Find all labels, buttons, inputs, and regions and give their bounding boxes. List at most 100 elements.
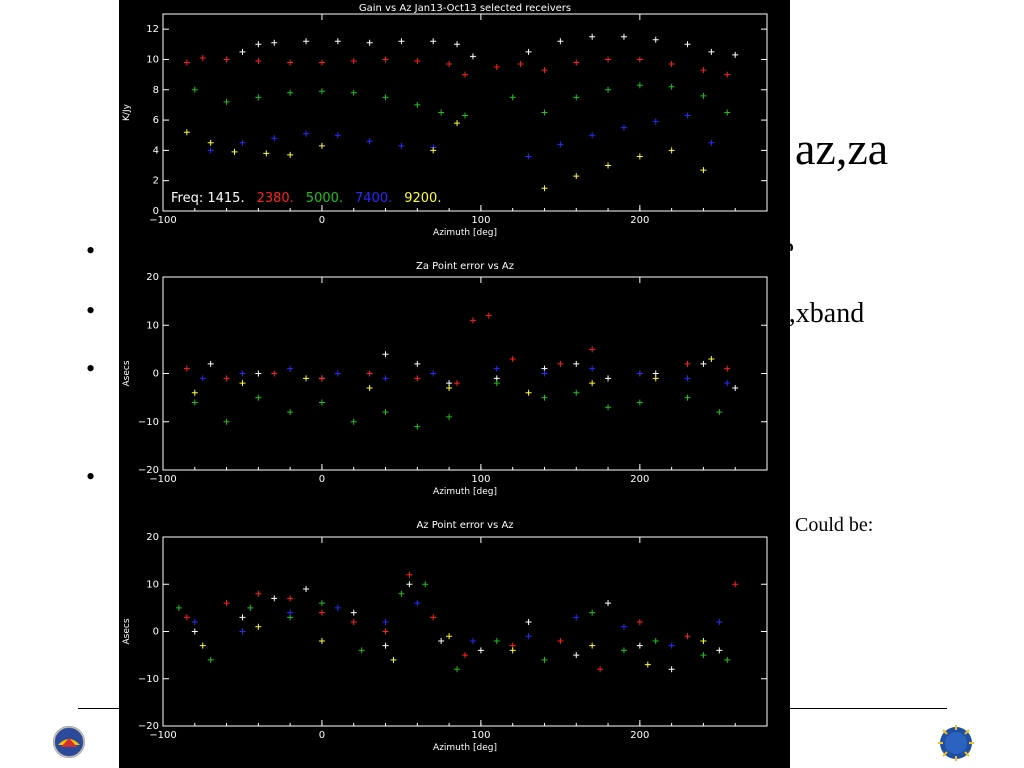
data-point: [350, 418, 357, 425]
y-tick-label: 0: [153, 206, 159, 217]
x-tick-label: 200: [630, 474, 649, 485]
data-point: [207, 139, 214, 146]
x-axis-label: Azimuth [deg]: [433, 743, 497, 753]
data-point: [318, 142, 325, 149]
chart-panel-2: Za Point error vs Az−100 0 100 200−20−10010…: [122, 261, 768, 497]
data-point: [207, 360, 214, 367]
data-point: [684, 41, 691, 48]
data-point: [303, 38, 310, 45]
y-tick-label: 4: [153, 145, 159, 156]
data-point: [493, 637, 500, 644]
data-point: [589, 33, 596, 40]
data-point: [414, 375, 421, 382]
data-point: [438, 637, 445, 644]
data-point: [724, 109, 731, 116]
data-point: [668, 147, 675, 154]
data-point: [382, 351, 389, 358]
x-axis-label: Azimuth [deg]: [433, 487, 497, 497]
data-point: [652, 118, 659, 125]
data-point: [668, 61, 675, 68]
data-point: [191, 389, 198, 396]
data-point: [318, 375, 325, 382]
data-point: [636, 370, 643, 377]
y-tick-label: 20: [146, 272, 159, 283]
x-tick-label: 200: [630, 730, 649, 741]
data-point: [525, 619, 532, 626]
data-point: [271, 595, 278, 602]
data-point: [414, 360, 421, 367]
data-point: [716, 409, 723, 416]
data-point: [318, 88, 325, 95]
data-point: [605, 600, 612, 607]
data-point: [684, 360, 691, 367]
data-point: [223, 56, 230, 63]
data-point: [557, 38, 564, 45]
data-point: [668, 666, 675, 673]
data-point: [382, 94, 389, 101]
data-point: [239, 614, 246, 621]
data-point: [334, 132, 341, 139]
data-point: [509, 94, 516, 101]
data-point: [605, 162, 612, 169]
data-point: [732, 581, 739, 588]
chart-panel-1: Gain vs Az Jan13-Oct13 selected receiver…: [122, 3, 768, 238]
data-point: [589, 609, 596, 616]
y-axis-label: Asecs: [122, 360, 132, 386]
data-point: [271, 370, 278, 377]
y-tick-label: −10: [138, 417, 159, 428]
y-tick-label: −20: [138, 721, 159, 732]
x-tick-label: 100: [471, 215, 490, 226]
x-tick-label: 100: [471, 474, 490, 485]
data-point: [477, 647, 484, 654]
legend: Freq: 1415. 2380. 5000. 7400. 9200.: [171, 191, 441, 206]
data-point: [485, 312, 492, 319]
data-point: [644, 661, 651, 668]
y-tick-label: 0: [153, 369, 159, 380]
bullet-dot-icon: •: [86, 462, 96, 491]
data-point: [207, 656, 214, 663]
data-point: [255, 41, 262, 48]
legend-prefix: Freq:: [171, 191, 207, 206]
data-point: [573, 389, 580, 396]
data-point: [700, 637, 707, 644]
data-point: [462, 652, 468, 659]
y-axis-label: Asecs: [122, 618, 132, 644]
data-point: [700, 652, 707, 659]
data-point: [708, 139, 715, 146]
data-point: [303, 375, 310, 382]
data-point: [398, 590, 405, 597]
y-tick-label: 2: [153, 176, 159, 187]
plot-frame: [162, 276, 768, 471]
data-point: [255, 57, 262, 64]
data-point: [652, 637, 659, 644]
data-point: [589, 132, 596, 139]
data-point: [287, 609, 294, 616]
data-point: [223, 375, 230, 382]
x-axis-label: Azimuth [deg]: [433, 228, 497, 238]
data-point: [573, 173, 580, 180]
data-point: [350, 89, 357, 96]
data-point: [636, 153, 643, 160]
data-point: [684, 633, 691, 640]
data-point: [724, 365, 731, 372]
data-point: [303, 130, 310, 137]
data-point: [318, 609, 325, 616]
data-point: [430, 38, 437, 45]
data-point: [191, 86, 198, 93]
arecibo-logo-icon: [52, 725, 86, 764]
data-point: [469, 53, 476, 60]
x-tick-label: 0: [319, 215, 325, 226]
x-tick-label: 200: [630, 215, 649, 226]
data-point: [525, 633, 532, 640]
data-point: [303, 585, 310, 592]
data-point: [716, 647, 723, 654]
y-tick-label: 6: [153, 115, 159, 126]
data-point: [255, 370, 262, 377]
data-point: [223, 98, 230, 105]
data-point: [700, 67, 707, 74]
data-point: [668, 83, 675, 90]
data-point: [454, 666, 461, 673]
data-point: [525, 153, 532, 160]
data-point: [398, 142, 405, 149]
data-point: [247, 604, 254, 611]
